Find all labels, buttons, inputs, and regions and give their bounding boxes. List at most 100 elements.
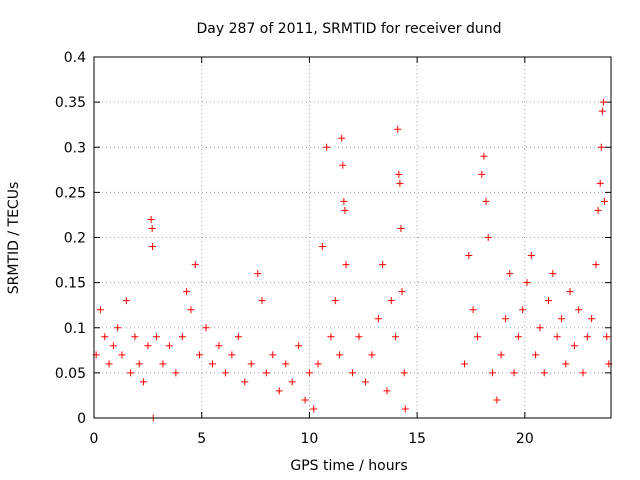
data-point [601,197,609,205]
data-point [523,279,531,287]
data-point [597,143,605,151]
data-point [594,206,602,214]
data-point [397,224,405,232]
data-point [368,351,376,359]
data-point [603,333,611,341]
data-point [172,369,180,377]
data-point [527,252,535,260]
data-point [387,297,395,305]
data-point [355,333,363,341]
data-point [323,143,331,151]
data-point [269,351,277,359]
data-point [598,107,606,115]
data-point [557,315,565,323]
data-point [327,333,335,341]
y-tick-label: 0.15 [55,276,86,292]
data-point [497,351,505,359]
y-tick-label: 0 [77,411,86,427]
data-point [215,342,223,350]
data-point [228,351,236,359]
data-point [208,360,216,368]
y-tick-label: 0.1 [64,321,86,337]
data-point [596,179,604,187]
chart-title: Day 287 of 2011, SRMTID for receiver dun… [197,21,502,37]
data-point [579,369,587,377]
data-point [540,369,548,377]
y-tick-label: 0.4 [64,50,86,66]
data-point [342,261,350,269]
data-point [545,297,553,305]
data-point [461,360,469,368]
data-point [105,360,113,368]
data-point [480,152,488,160]
data-point [135,360,143,368]
data-point [599,98,607,106]
data-point [394,125,402,133]
data-point [374,315,382,323]
data-point [178,333,186,341]
data-point [484,234,492,241]
data-point [339,161,347,169]
scatter-series [92,98,613,422]
data-point [148,224,156,232]
data-point [396,179,404,187]
data-point [234,333,242,341]
x-axis-label: GPS time / hours [290,458,407,474]
y-axis-label: SRMTID / TECUs [6,182,22,295]
data-point [340,197,348,205]
data-point [514,333,522,341]
data-point [588,315,596,323]
data-point [361,378,369,386]
data-point [336,351,344,359]
data-point [310,405,318,413]
data-point [592,261,600,269]
data-point [288,378,296,386]
data-point [140,378,148,386]
data-point [183,288,191,296]
data-point [152,333,160,341]
data-point [114,324,122,332]
data-point [583,333,591,341]
data-point [159,360,167,368]
data-point [510,369,518,377]
data-point [532,351,540,359]
data-point [202,324,210,332]
data-point [118,351,126,359]
data-point [501,315,509,323]
data-point [473,333,481,341]
x-tick-label: 10 [301,431,319,447]
data-point [254,270,262,278]
data-point [282,360,290,368]
axis-tick-labels: 0 0.05 0.1 0.15 0.2 0.25 0.3 0.35 0.4 0 5 10 15 20 [55,50,534,447]
data-point [147,215,155,223]
data-point [196,351,204,359]
data-point [144,342,152,350]
data-point [131,333,139,341]
data-point [482,197,490,205]
x-tick-label: 0 [90,431,99,447]
data-point [305,369,313,377]
data-point [478,170,486,178]
data-point [379,261,387,269]
data-point [465,252,473,260]
data-point [570,342,578,350]
data-point [489,369,497,377]
data-point [301,396,309,404]
axis-ticks [93,56,611,419]
data-point [247,360,255,368]
plot-area-frame [93,56,612,419]
data-point [401,405,409,413]
data-point [127,369,135,377]
data-point [122,297,130,305]
data-point [493,396,501,404]
data-point [165,342,173,350]
data-point [187,306,195,314]
data-point [383,387,391,395]
data-point [536,324,544,332]
data-point [469,306,477,314]
y-tick-label: 0.3 [64,140,86,156]
data-point [341,206,349,214]
data-point [314,360,322,368]
data-point [101,333,109,341]
